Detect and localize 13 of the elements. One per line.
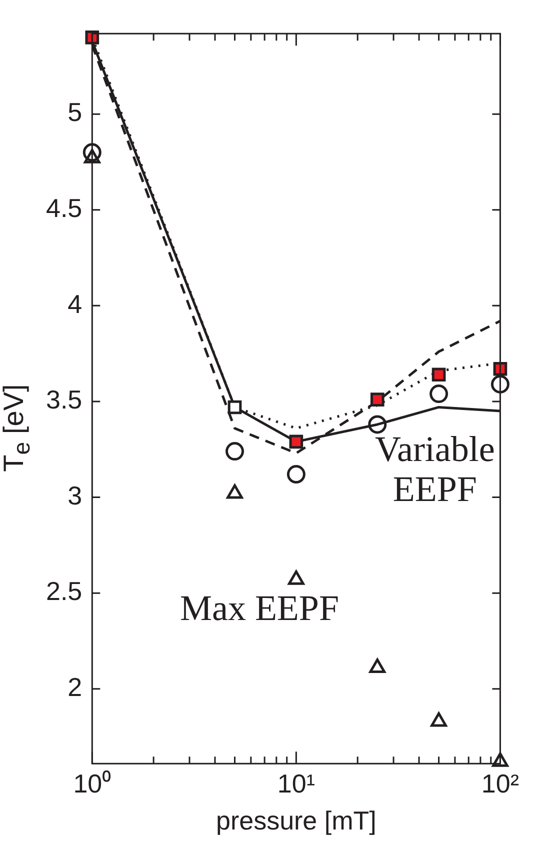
y-tick-label: 5 xyxy=(68,97,82,128)
y-tick-label: 3 xyxy=(68,480,82,510)
annotation: Max EEPF xyxy=(180,588,339,628)
x-axis-title: pressure [mT] xyxy=(216,806,376,836)
y-tick-label: 4 xyxy=(68,288,82,319)
y-tick-label: 2 xyxy=(68,672,82,702)
annotation: Variable EEPF xyxy=(374,429,495,510)
x-tick-label: 10² xyxy=(481,768,520,798)
y-tick-label: 4.5 xyxy=(46,193,82,224)
y-tick-label: 3.5 xyxy=(46,384,82,415)
x-tick-label: 10¹ xyxy=(277,768,316,798)
y-tick-label: 2.5 xyxy=(46,576,82,606)
x-tick-label: 10⁰ xyxy=(73,768,112,798)
